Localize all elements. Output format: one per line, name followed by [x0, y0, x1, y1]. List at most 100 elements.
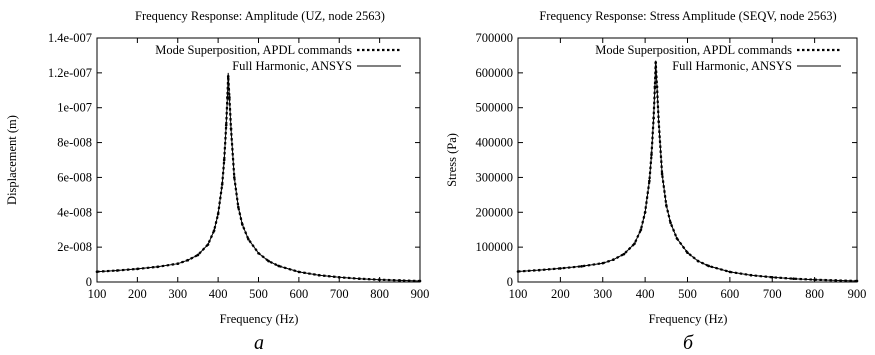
data-point [855, 279, 859, 283]
y-tick-label: 2e-008 [57, 240, 92, 254]
data-point [247, 238, 250, 241]
y-tick-label: 1.2e-007 [48, 66, 92, 80]
data-point [696, 259, 700, 263]
panel-label: а [254, 332, 264, 354]
plot-frame [96, 37, 421, 283]
y-axis-ticks: 0 2e-008 4e-008 6e-008 8e-008 1e-007 1.2e-007 1… [48, 31, 420, 289]
x-tick-label: 700 [763, 287, 782, 301]
data-point [226, 95, 229, 99]
plot-frame [517, 37, 858, 283]
data-point [650, 153, 653, 157]
legend: Mode Superposition, APDL commands Full H… [595, 43, 841, 73]
y-tick-label: 600000 [476, 66, 514, 80]
y-tick-label: 700000 [476, 31, 514, 45]
data-point [186, 258, 190, 262]
data-point [728, 270, 732, 274]
data-point [707, 264, 710, 268]
series-line-full-harmonic [517, 60, 858, 282]
data-point [669, 221, 672, 225]
data-point [212, 229, 216, 232]
data-point [196, 253, 200, 257]
chart-panel-amplitude: Frequency Response: Amplitude (UZ, node … [5, 9, 429, 354]
x-axis-label: Frequency (Hz) [649, 312, 728, 326]
data-point [749, 273, 753, 277]
data-point [237, 205, 240, 209]
y-tick-label: 0 [86, 275, 92, 289]
x-tick-label: 400 [209, 287, 228, 301]
x-tick-label: 600 [290, 287, 309, 301]
y-tick-label: 100000 [476, 240, 514, 254]
data-point [657, 120, 660, 123]
data-point [398, 279, 402, 282]
x-tick-label: 100 [509, 287, 528, 301]
legend: Mode Superposition, APDL commands Full H… [155, 43, 401, 73]
data-point [655, 85, 659, 89]
chart-title: Frequency Response: Amplitude (UZ, node … [135, 9, 385, 23]
x-tick-label: 400 [636, 287, 655, 301]
x-axis-ticks: 100 200 300 400 500 600 700 800 900 [509, 38, 867, 301]
x-tick-label: 300 [593, 287, 612, 301]
data-point [297, 270, 301, 274]
series-layer [95, 72, 422, 283]
y-tick-label: 8e-008 [57, 136, 92, 150]
y-tick-label: 6e-008 [57, 170, 92, 184]
data-point [601, 261, 605, 265]
y-tick-label: 400000 [476, 136, 514, 150]
data-point [156, 265, 159, 269]
data-point [220, 183, 224, 186]
data-point [537, 268, 541, 272]
data-point [228, 95, 231, 99]
x-tick-label: 900 [848, 287, 867, 301]
data-point [267, 259, 270, 263]
y-tick-label: 1.4e-007 [48, 31, 92, 45]
x-tick-label: 900 [411, 287, 430, 301]
data-point [622, 252, 626, 256]
data-point [277, 264, 280, 268]
x-tick-label: 700 [330, 287, 349, 301]
chart-panel-stress: Frequency Response: Stress Amplitude (SE… [445, 9, 866, 354]
x-tick-label: 500 [678, 287, 697, 301]
y-tick-label: 200000 [476, 205, 514, 219]
data-point [418, 279, 422, 283]
y-tick-label: 4e-008 [57, 205, 92, 219]
data-point [675, 237, 679, 240]
y-tick-label: 0 [507, 275, 513, 289]
data-point [660, 172, 664, 176]
data-point [176, 262, 180, 266]
data-point [95, 270, 99, 274]
data-point [224, 123, 228, 127]
data-point [358, 277, 361, 280]
data-point [792, 277, 795, 280]
data-point [516, 270, 520, 273]
y-tick-label: 500000 [476, 101, 514, 115]
data-point [653, 85, 657, 89]
data-point [643, 210, 647, 214]
x-tick-label: 800 [805, 287, 824, 301]
x-tick-label: 600 [721, 287, 740, 301]
data-point [559, 267, 562, 270]
panel-label: б [683, 332, 694, 354]
series-line-mode-superposition [96, 76, 421, 283]
data-point [337, 275, 341, 279]
y-axis-label: Displacement (m) [5, 115, 19, 205]
data-point [654, 61, 658, 64]
x-tick-label: 500 [249, 287, 268, 301]
x-axis-label: Frequency (Hz) [220, 312, 299, 326]
data-point [813, 278, 816, 282]
data-point [378, 278, 381, 282]
data-point [257, 251, 260, 255]
data-point [241, 223, 244, 226]
y-axis-label: Stress (Pa) [445, 133, 459, 187]
data-point [633, 242, 636, 245]
data-point [612, 258, 615, 261]
y-tick-label: 1e-007 [57, 101, 92, 115]
data-point [770, 275, 774, 279]
data-point [226, 75, 230, 78]
data-point [686, 251, 689, 255]
series-layer [516, 60, 859, 283]
data-point [317, 273, 321, 277]
data-point [665, 204, 668, 207]
data-point [639, 228, 643, 232]
data-point [216, 212, 220, 216]
